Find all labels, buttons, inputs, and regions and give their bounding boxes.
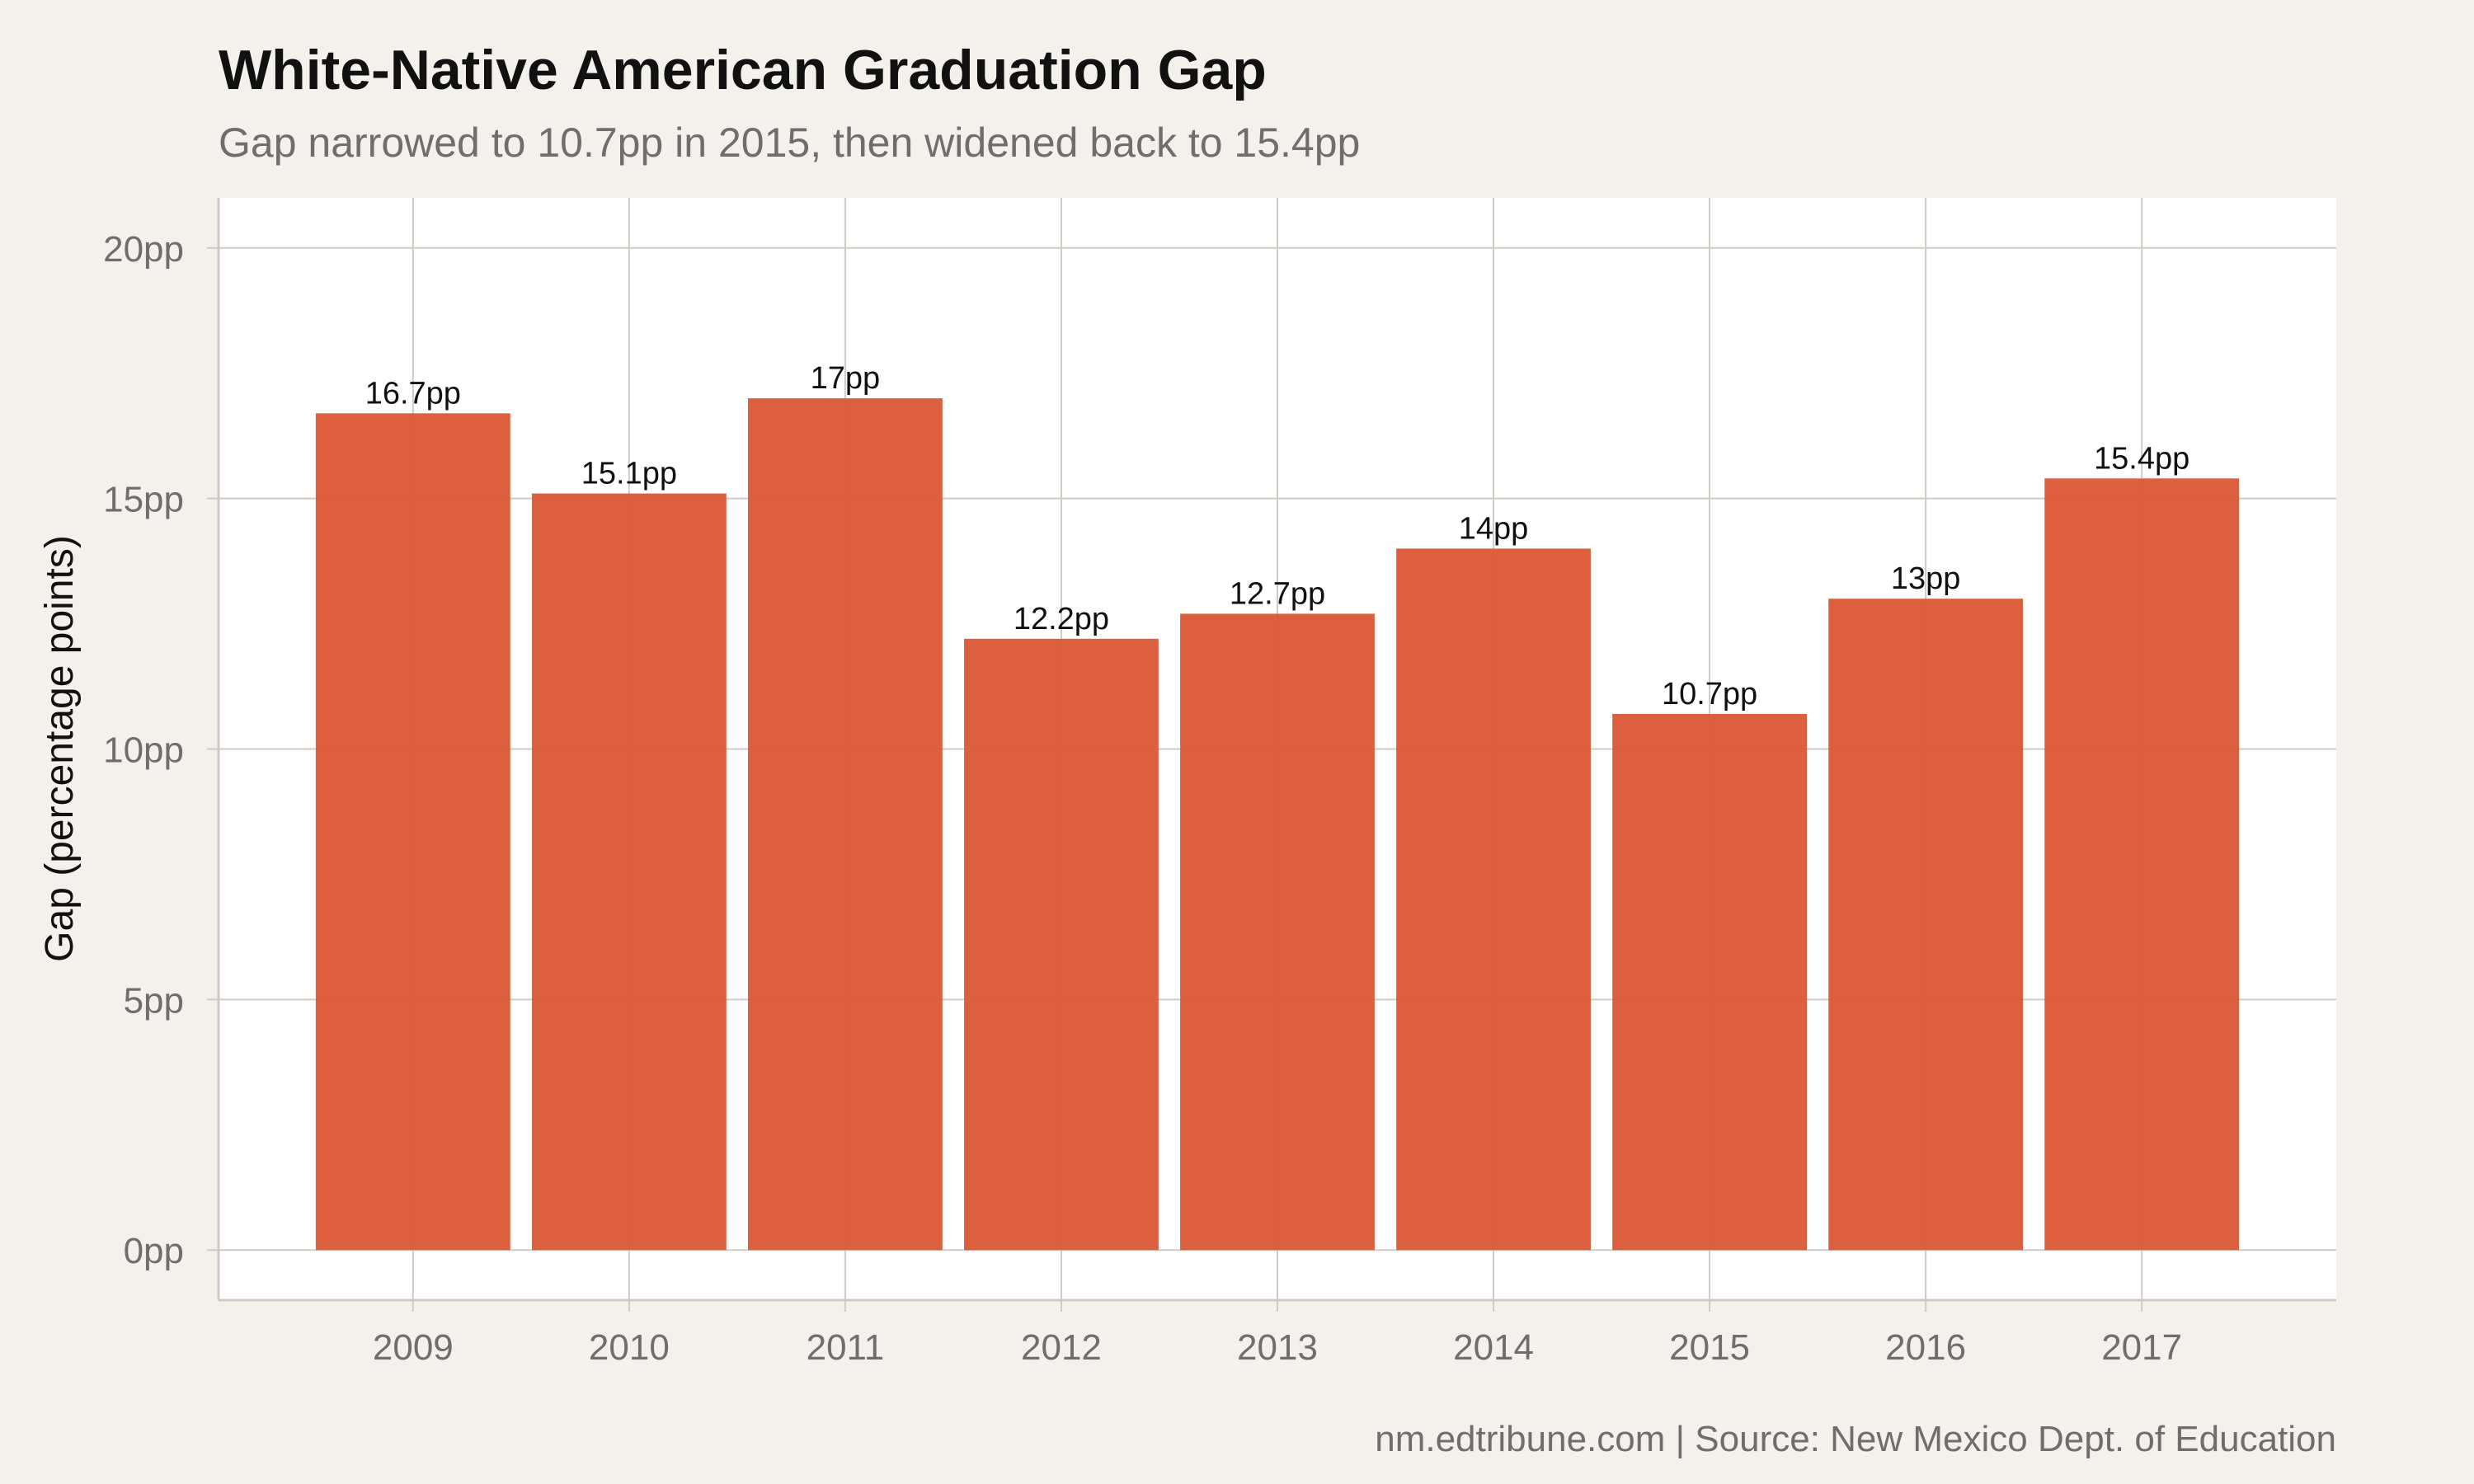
y-tick-label: 10pp [103,730,184,771]
x-tick-label: 2009 [373,1327,454,1368]
bar-2015 [1612,713,1807,1251]
y-tick-label: 20pp [103,229,184,270]
x-tick-label: 2010 [589,1327,670,1368]
y-tick-label: 5pp [124,980,184,1021]
x-tick-label: 2013 [1237,1327,1318,1368]
x-tick-label: 2012 [1021,1327,1102,1368]
bar-value-label: 15.4pp [2094,441,2189,476]
axes: 0pp 5pp 10pp 15pp 20pp 2009 2010 2011 2012 2013 20… [103,198,2336,1368]
bar-value-label: 13pp [1891,561,1961,596]
bar-value-label: 10.7pp [1662,677,1757,711]
bar-value-label: 15.1pp [581,457,677,491]
bar-2013 [1180,613,1375,1251]
x-tick-label: 2014 [1453,1327,1534,1368]
bar-2012 [964,638,1159,1251]
bar-2011 [748,398,943,1251]
bar-value-label: 12.2pp [1014,602,1109,636]
y-tick-label: 15pp [103,480,184,520]
chart-subtitle: Gap narrowed to 10.7pp in 2015, then wid… [219,120,1360,166]
y-tick-label: 0pp [124,1231,184,1271]
bar-2017 [2044,478,2240,1251]
bars [315,398,2240,1251]
chart-title: White-Native American Graduation Gap [219,39,1267,101]
x-tick-label: 2017 [2101,1327,2182,1368]
chart-caption: nm.edtribune.com | Source: New Mexico De… [1375,1419,2336,1459]
bar-value-label: 12.7pp [1230,576,1325,611]
x-tick-label: 2016 [1885,1327,1966,1368]
bar-2009 [315,413,510,1251]
bar-2016 [1828,599,2024,1251]
bar-value-label: 17pp [811,361,881,396]
bar-value-label: 14pp [1459,511,1529,546]
bar-value-labels: 16.7pp 15.1pp 17pp 12.2pp 12.7pp 14pp 10.7pp 13… [365,361,2190,711]
x-tick-label: 2015 [1669,1327,1750,1368]
bar-2014 [1396,548,1591,1251]
bar-value-label: 16.7pp [365,376,461,411]
x-tick-label: 2011 [807,1327,885,1368]
y-axis-title: Gap (percentage points) [38,535,82,962]
bar-2010 [531,493,727,1251]
